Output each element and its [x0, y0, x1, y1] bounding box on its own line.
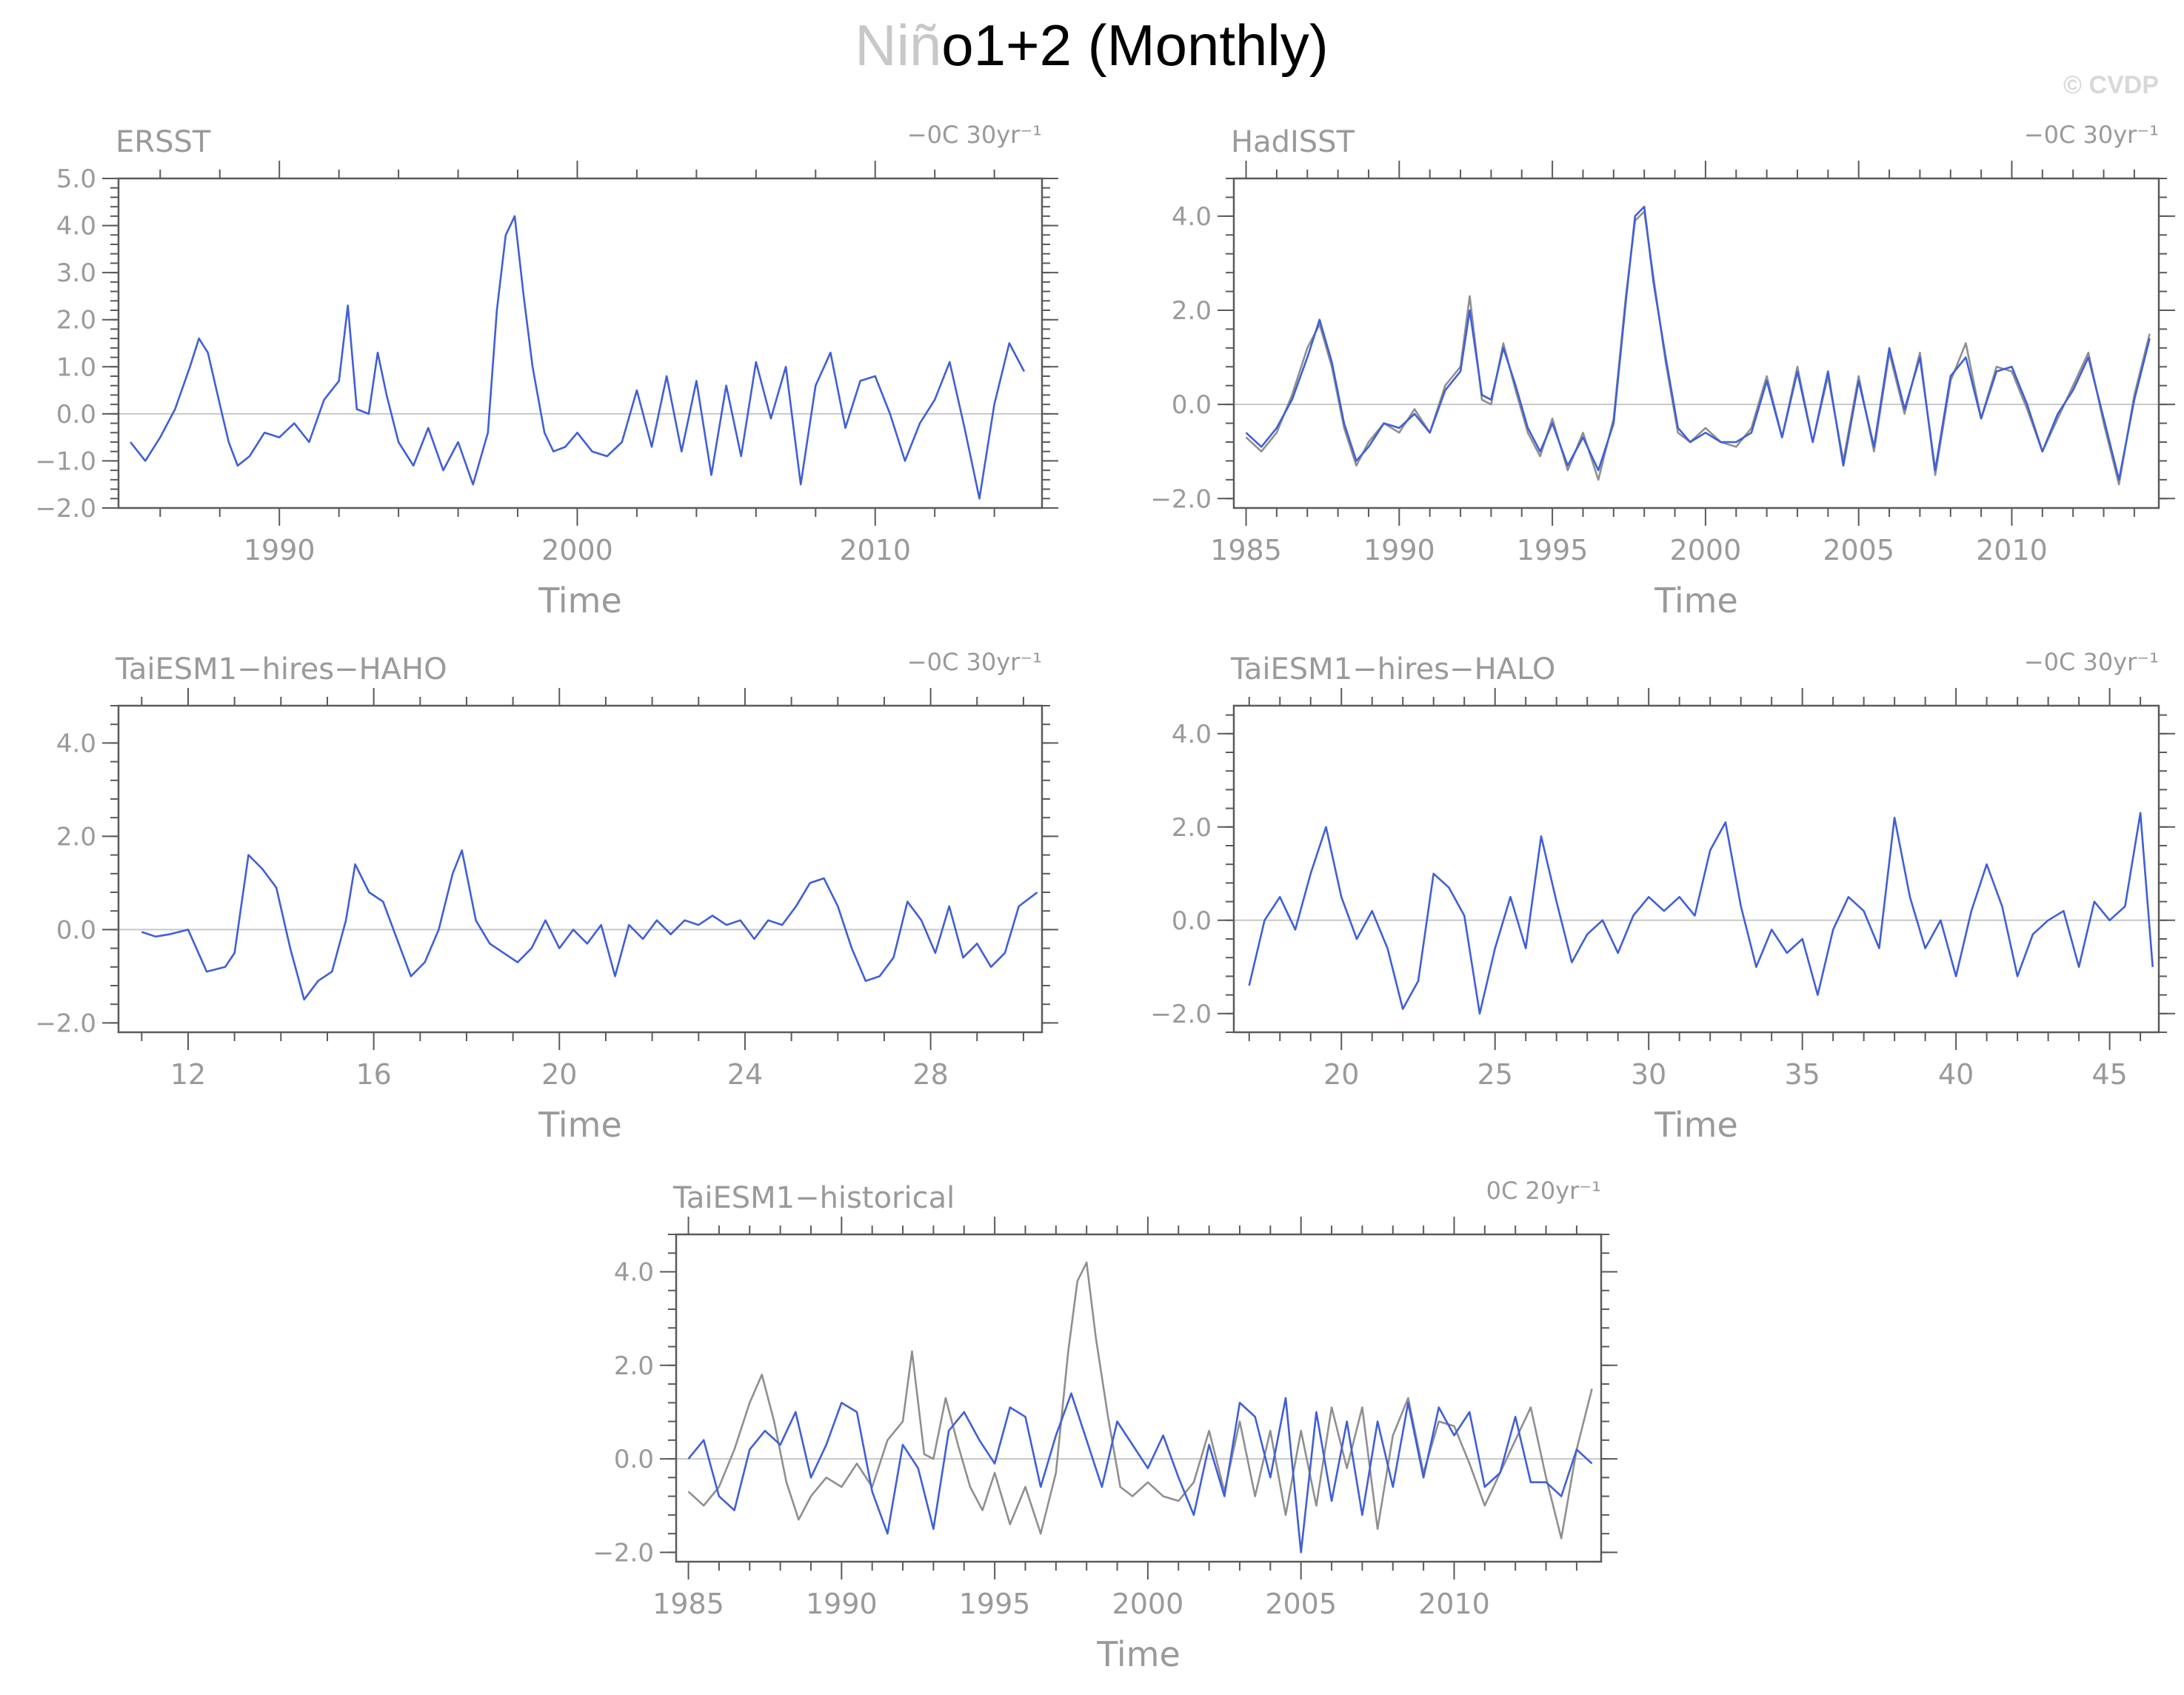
- y-tick-label: 2.0: [56, 822, 96, 852]
- x-axis-label: Time: [538, 1105, 622, 1145]
- x-tick-label: 2010: [1976, 534, 2048, 566]
- trend-label: 0C 20yr⁻¹: [1486, 1177, 1601, 1205]
- panel-ersst: −2.0 −1.0 0.0 1.0 2.0 3.0 4.0 5.0 1990 2000 2010 ER…: [35, 121, 1058, 621]
- x-tick-label: 2005: [1265, 1588, 1337, 1620]
- x-axis-label: Time: [1096, 1634, 1181, 1674]
- x-tick-label: 1985: [1210, 534, 1282, 566]
- x-tick-label: 1990: [1363, 534, 1435, 566]
- x-tick-label: 2010: [1418, 1588, 1490, 1620]
- y-tick-label: 0.0: [1172, 390, 1212, 420]
- y-tick-label: 4.0: [614, 1258, 654, 1288]
- panel-title: ERSST: [116, 125, 211, 159]
- x-tick-label: 30: [1631, 1058, 1666, 1091]
- trend-label: −0C 30yr⁻¹: [907, 648, 1042, 676]
- y-tick-label: 0.0: [56, 915, 96, 945]
- plot-frame: [117, 704, 1043, 1034]
- x-tick-label: 1995: [1517, 534, 1589, 566]
- y-tick-label: 2.0: [56, 306, 96, 335]
- series-line-obs: [1245, 210, 2151, 486]
- series-line-model: [1248, 812, 2154, 1015]
- y-tick-label: 0.0: [614, 1445, 654, 1474]
- panel-title: TaiESM1−hires−HALO: [1230, 652, 1555, 686]
- x-tick-label: 40: [1938, 1058, 1974, 1091]
- series-line-model: [1245, 205, 2151, 481]
- x-tick-label: 2000: [1112, 1588, 1184, 1620]
- x-tick-label: 35: [1784, 1058, 1820, 1091]
- y-tick-label: 2.0: [614, 1351, 654, 1381]
- figure-title-prefix: Niñ: [855, 13, 941, 78]
- y-tick-label: 1.0: [56, 352, 96, 382]
- x-tick-label: 45: [2091, 1058, 2127, 1091]
- x-tick-label: 2000: [1670, 534, 1742, 566]
- y-tick-label: 0.0: [1172, 906, 1212, 936]
- x-tick-label: 1990: [244, 534, 315, 566]
- x-tick-label: 1995: [959, 1588, 1031, 1620]
- y-tick-label: −2.0: [592, 1538, 654, 1568]
- plot-frame: [117, 177, 1043, 509]
- figure-title: Niño1+2 (Monthly): [855, 13, 1328, 78]
- series-line-model: [141, 849, 1038, 1001]
- panel-historical: −2.0 0.0 2.0 4.0 1985 1990 1995 2000 2005 2010 Tai…: [592, 1177, 1617, 1674]
- y-tick-label: 4.0: [56, 212, 96, 241]
- x-tick-label: 12: [170, 1058, 206, 1091]
- x-tick-label: 2010: [839, 534, 911, 566]
- x-tick-label: 28: [912, 1058, 948, 1091]
- panel-title: HadISST: [1231, 125, 1355, 159]
- y-tick-label: 3.0: [56, 258, 96, 288]
- y-tick-label: −2.0: [1150, 1000, 1212, 1029]
- series-line-model: [687, 1392, 1593, 1554]
- x-tick-label: 2000: [541, 534, 613, 566]
- x-axis-label: Time: [1654, 581, 1738, 621]
- trend-label: −0C 30yr⁻¹: [907, 121, 1042, 149]
- x-tick-label: 1990: [806, 1588, 878, 1620]
- panel-halo: −2.0 0.0 2.0 4.0 20 25 30 35 40 45 TaiESM1−hires−H…: [1150, 648, 2175, 1145]
- x-tick-label: 20: [1323, 1058, 1359, 1091]
- trend-label: −0C 30yr⁻¹: [2024, 121, 2159, 149]
- chart-panels: −2.0 −1.0 0.0 1.0 2.0 3.0 4.0 5.0 1990 2000 2010 ER…: [35, 121, 2175, 1674]
- series-line-model: [130, 215, 1026, 500]
- y-tick-label: 2.0: [1172, 296, 1212, 326]
- panel-title: TaiESM1−historical: [672, 1181, 955, 1215]
- x-tick-label: 24: [727, 1058, 763, 1091]
- plot-frame: [675, 1233, 1603, 1563]
- x-tick-label: 25: [1477, 1058, 1513, 1091]
- series-line-obs: [687, 1261, 1593, 1539]
- x-tick-label: 2005: [1823, 534, 1894, 566]
- y-tick-label: 4.0: [1172, 202, 1212, 232]
- x-axis-label: Time: [1654, 1105, 1738, 1145]
- y-tick-label: 2.0: [1172, 813, 1212, 843]
- y-tick-label: 5.0: [56, 164, 96, 194]
- trend-label: −0C 30yr⁻¹: [2024, 648, 2159, 676]
- x-tick-label: 16: [355, 1058, 391, 1091]
- panel-hadisst: −2.0 0.0 2.0 4.0 1985 1990 1995 2000 2005 2010 Had…: [1150, 121, 2175, 621]
- y-tick-label: −1.0: [35, 447, 96, 476]
- y-tick-label: −2.0: [1150, 484, 1212, 514]
- y-tick-label: 0.0: [56, 400, 96, 429]
- x-tick-label: 20: [541, 1058, 577, 1091]
- panel-title: TaiESM1−hires−HAHO: [115, 652, 447, 686]
- y-tick-label: 4.0: [1172, 720, 1212, 749]
- plot-frame: [1232, 704, 2160, 1034]
- x-tick-label: 1985: [652, 1588, 724, 1620]
- x-axis-label: Time: [538, 581, 622, 621]
- plot-frame: [1232, 177, 2160, 509]
- panel-haho: −2.0 0.0 2.0 4.0 12 16 20 24 28 TaiESM1−hires−HAH…: [35, 648, 1058, 1145]
- y-tick-label: −2.0: [35, 494, 96, 524]
- y-tick-label: −2.0: [35, 1009, 96, 1038]
- y-tick-label: 4.0: [56, 729, 96, 758]
- figure-title-main: o1+2 (Monthly): [941, 13, 1328, 78]
- watermark: © CVDP: [2063, 71, 2159, 99]
